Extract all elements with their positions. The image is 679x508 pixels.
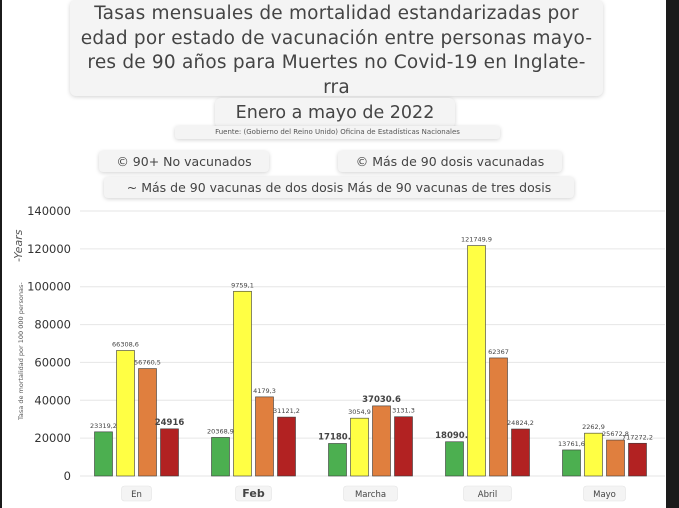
y-tick-label: 20000 bbox=[34, 431, 71, 445]
bar bbox=[328, 443, 347, 477]
bar bbox=[211, 437, 230, 477]
y-tick-label: 0 bbox=[64, 469, 71, 483]
data-label: 23319,2 bbox=[90, 422, 117, 430]
y-tick-label: 40000 bbox=[34, 393, 71, 407]
x-tick-pill bbox=[463, 485, 512, 502]
x-tick-pill bbox=[121, 485, 152, 502]
chart-title: Tasas mensuales de mortalidad estandariz… bbox=[70, 0, 603, 98]
data-label: 717272,2 bbox=[622, 433, 653, 441]
data-label: 56760,5 bbox=[134, 359, 161, 367]
chart-title-line: rra bbox=[323, 76, 350, 98]
y-tick-label: 100000 bbox=[27, 280, 71, 294]
data-label: 37030.6 bbox=[362, 395, 401, 405]
data-label: 9759,1 bbox=[231, 281, 254, 289]
data-label: 31121,2 bbox=[273, 407, 300, 415]
x-tick-pill bbox=[343, 485, 398, 502]
data-label: 2262,9 bbox=[582, 423, 605, 431]
bar bbox=[255, 396, 274, 477]
bar bbox=[606, 439, 625, 477]
bar bbox=[628, 442, 647, 477]
data-label: 24824,2 bbox=[507, 419, 534, 427]
x-tick-label: Mayo bbox=[593, 490, 616, 500]
x-tick-label: En bbox=[131, 490, 142, 500]
x-tick-label: Feb bbox=[242, 487, 265, 500]
data-label: 121749,9 bbox=[461, 236, 492, 244]
x-tick-label: Marcha bbox=[355, 490, 386, 500]
data-label: 4179,3 bbox=[253, 387, 276, 395]
data-label: 13761,6 bbox=[558, 440, 585, 448]
legend-item-vaccinated[interactable]: © Más de 90 dosis vacunadas bbox=[338, 151, 562, 172]
bar bbox=[94, 431, 113, 477]
window-frame-right bbox=[666, 0, 679, 508]
bar bbox=[160, 428, 179, 477]
y-tick-label: 80000 bbox=[34, 318, 71, 332]
bar bbox=[467, 245, 486, 477]
legend-item-two-three-doses[interactable]: ~ Más de 90 vacunas de dos dosis Más de … bbox=[104, 177, 574, 198]
bar bbox=[562, 449, 581, 477]
x-tick-pill bbox=[235, 485, 272, 502]
window-frame-left bbox=[0, 0, 2, 508]
bar bbox=[116, 350, 135, 477]
x-tick-label: Abril bbox=[478, 490, 497, 500]
bar bbox=[277, 416, 296, 477]
data-label: 3131,3 bbox=[392, 407, 415, 415]
data-label: 3054,9 bbox=[348, 408, 371, 416]
chart-source: Fuente: (Gobierno del Reino Unido) Ofici… bbox=[175, 126, 500, 139]
legend-item-unvaccinated[interactable]: © 90+ No vacunados bbox=[99, 151, 269, 172]
data-label: 20368,9 bbox=[207, 427, 234, 435]
y-tick-label: 140000 bbox=[27, 204, 71, 218]
bar bbox=[350, 417, 369, 477]
chart-title-line: Tasas mensuales de mortalidad estandariz… bbox=[94, 3, 579, 24]
bar bbox=[394, 416, 413, 477]
data-label: 25672,8 bbox=[602, 430, 629, 438]
chart-subtitle: Enero a mayo de 2022 bbox=[215, 98, 455, 128]
bar bbox=[511, 428, 530, 477]
x-tick-pill bbox=[583, 485, 626, 502]
data-label: 62367 bbox=[488, 348, 509, 356]
data-label: 24916 bbox=[155, 418, 185, 428]
bar bbox=[138, 368, 157, 477]
bar bbox=[445, 441, 464, 477]
data-label: 18090.6 bbox=[435, 431, 474, 441]
bar bbox=[584, 432, 603, 477]
data-label: 17180.6 bbox=[318, 432, 357, 442]
data-label: 66308,6 bbox=[112, 340, 139, 348]
bar bbox=[489, 357, 508, 477]
chart-title-line: edad por estado de vacunación entre pers… bbox=[80, 27, 593, 49]
y-tick-label: 120000 bbox=[27, 242, 71, 256]
chart-title-line: res de 90 años para Muertes no Covid-19 … bbox=[87, 52, 586, 73]
bar bbox=[372, 405, 391, 477]
bar bbox=[233, 290, 252, 477]
y-tick-label: 60000 bbox=[34, 355, 71, 369]
